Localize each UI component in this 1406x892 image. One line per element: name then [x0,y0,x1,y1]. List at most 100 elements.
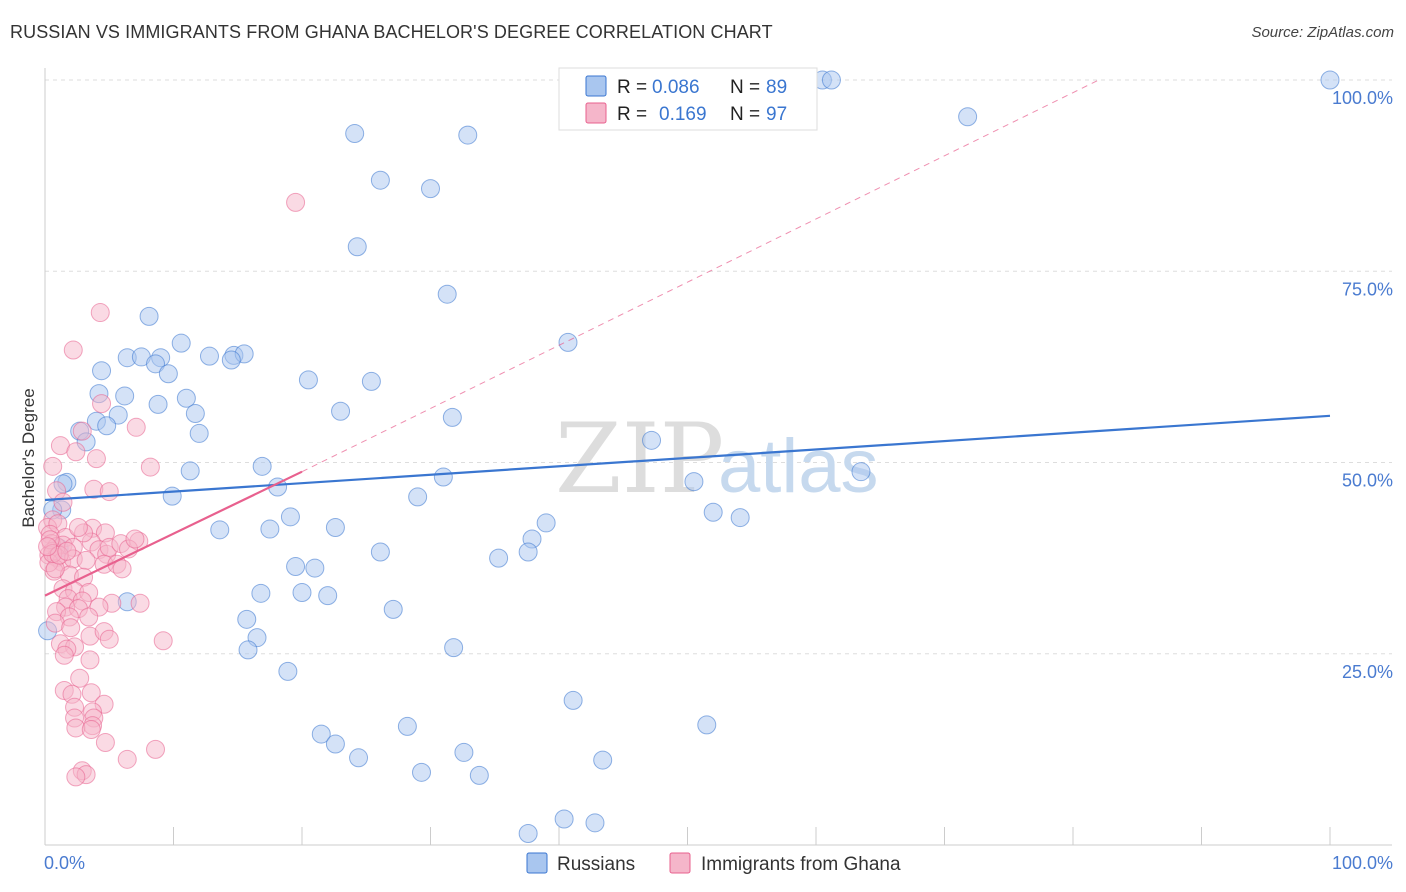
russians-point [444,638,464,658]
russians-point [1320,70,1340,90]
ghana-point [53,492,73,512]
ghana-point [126,417,146,437]
russians-point [469,765,489,785]
russians-point [260,519,280,539]
russians-point [189,423,209,443]
russians-point [292,583,312,603]
legend-n-label-ghana: N = [730,104,760,125]
ghana-point [92,394,112,414]
russians-point [821,70,841,90]
russians-point [558,332,578,352]
russians-point [437,284,457,304]
legend-n-label-russians: N = [730,77,760,98]
y-tick-label: 50.0% [1342,471,1393,491]
ghana-point [80,650,100,670]
russians-point [397,716,417,736]
ghana-point [76,550,96,570]
russians-point [361,371,381,391]
russians-point [958,107,978,127]
russians-point [518,542,538,562]
russians-point [148,394,168,414]
data-points [38,70,1340,844]
watermark: ZIP atlas [555,403,879,515]
legend-r-label-russians: R = [617,77,647,98]
russians-point [518,824,538,844]
legend-r-value-russians: 0.086 [652,77,700,98]
russians-point [238,640,258,660]
ghana-point [130,593,150,613]
russians-point [92,361,112,381]
ghana-point [90,303,110,323]
ghana-point [146,739,166,759]
ghana-point [68,518,88,538]
ghana-point [86,449,106,469]
y-tick-label: 25.0% [1342,662,1393,682]
russians-point [370,542,390,562]
legend-r-value-ghana: 0.169 [659,104,707,125]
russians-point [563,690,583,710]
russians-point [730,508,750,528]
ghana-point [112,559,132,579]
russians-point [251,583,271,603]
x-tick-label-max: 100.0% [1332,853,1393,873]
ghana-point [81,683,101,703]
russians-point [318,586,338,606]
russians-point [185,404,205,424]
russians-point [280,507,300,527]
russians-point [370,170,390,190]
russians-point [252,456,272,476]
ghana-point [286,192,306,212]
chart-title: RUSSIAN VS IMMIGRANTS FROM GHANA BACHELO… [10,22,773,42]
russians-point [158,364,178,384]
russians-point [286,557,306,577]
ghana-point [81,719,101,739]
russians-point [162,486,182,506]
russians-point [311,724,331,744]
ghana-trend-line [44,470,303,597]
watermark-zip: ZIP [555,403,724,515]
russians-point [442,407,462,427]
russians-point [642,430,662,450]
russians-point [305,558,325,578]
russians-point [536,513,556,533]
gridlines [45,79,1392,655]
russians-point [325,734,345,754]
russians-point [171,333,191,353]
bottom-legend-swatch-ghana [669,852,691,874]
russians-point [593,750,613,770]
russians-point [458,125,478,145]
legend-box: R = 0.086 N = 89 R = 0.169 N = 97 [558,67,818,131]
russians-point [383,599,403,619]
ghana-point [95,732,115,752]
russians-trend-line [44,414,1331,502]
russians-point [325,518,345,538]
trend-lines [44,79,1331,597]
russians-point [851,462,871,482]
ghana-point [70,668,90,688]
russians-point [454,742,474,762]
russians-point [489,548,509,568]
y-tick-label: 75.0% [1342,279,1393,299]
russians-point [412,762,432,782]
bottom-legend-label-ghana: Immigrants from Ghana [701,854,901,875]
ghana-point [117,749,137,769]
ghana-point [79,607,99,627]
ghana-point [43,456,63,476]
russians-point [176,388,196,408]
russians-point [199,346,219,366]
legend-swatch-russians [585,75,607,97]
ghana-point [61,618,81,638]
russians-point [298,370,318,390]
ghana-point [66,442,86,462]
russians-point [433,467,453,487]
ghana-point [72,421,92,441]
legend-n-value-russians: 89 [766,77,787,98]
bottom-legend-swatch-russians [526,852,548,874]
ghana-point [140,457,160,477]
russians-point [684,472,704,492]
russians-point [237,609,257,629]
russians-point [180,461,200,481]
russians-point [146,354,166,374]
legend-n-value-ghana: 97 [766,104,787,125]
ghana-point [54,645,74,665]
